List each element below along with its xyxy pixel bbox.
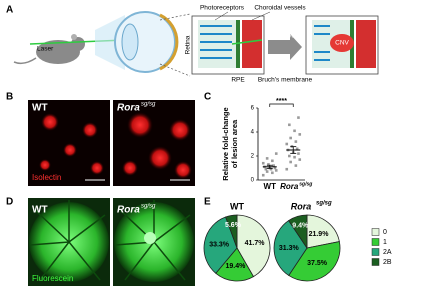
slice-label: 9.4% (292, 223, 309, 230)
y-tick-label: 2 (251, 154, 255, 160)
slice-label: 19.4% (225, 263, 246, 270)
panel-label: E (204, 197, 211, 208)
pie-title: Rora (291, 201, 312, 211)
bruchs-label: Bruch's membrane (258, 77, 313, 84)
data-point (264, 167, 268, 171)
laser-label: Laser (37, 46, 54, 53)
pie-slice (215, 247, 254, 282)
legend-label: 2A (383, 249, 392, 256)
data-point (261, 161, 265, 165)
data-point (267, 163, 270, 166)
image-label: Rora (117, 103, 140, 114)
y-tick-label: 0 (251, 178, 255, 184)
pie-slice (306, 214, 340, 249)
data-point (294, 140, 298, 143)
data-point (289, 136, 292, 140)
image-label: WT (32, 103, 48, 114)
pie-slice (288, 214, 308, 250)
panel-label: D (6, 197, 13, 208)
significance-label: **** (276, 98, 287, 105)
legend-label: 0 (383, 229, 387, 236)
pie-slice (203, 216, 238, 274)
pie-title-sup: sg/sg (316, 201, 332, 207)
cnv-label: CNV (335, 40, 349, 47)
x-tick-label-sup: sg/sg (299, 181, 312, 187)
data-point (272, 164, 275, 167)
x-tick-label: Rora (280, 182, 299, 191)
slice-label: 21.9% (309, 231, 330, 238)
rpe-label: RPE (231, 77, 245, 84)
image-label: Rora (117, 205, 140, 216)
photoreceptors-label: Photoreceptors (200, 5, 245, 12)
pie-slice (273, 220, 308, 277)
data-point (285, 142, 289, 146)
fluorescein-images (28, 198, 195, 286)
data-point (294, 164, 298, 167)
panel-label: A (6, 5, 13, 16)
data-point (274, 152, 278, 155)
legend-swatch (371, 228, 380, 236)
legend-swatch (371, 258, 380, 266)
legend-swatch (371, 238, 380, 246)
slice-label: 33.3% (209, 242, 230, 249)
stain-label: Fluorescein (32, 274, 73, 283)
data-point (297, 152, 300, 155)
time-label: 7 days (275, 33, 295, 40)
data-point (261, 173, 265, 177)
data-point (265, 170, 269, 173)
image-label-sup: sg/sg (141, 204, 156, 210)
pie-slice (236, 214, 271, 278)
x-tick-label: WT (264, 182, 277, 191)
slice-label: 41.7% (245, 240, 266, 247)
data-point (271, 159, 274, 163)
data-point (288, 123, 291, 127)
slice-label: 5.6% (225, 222, 242, 229)
data-point (298, 158, 302, 161)
pie-slice (288, 241, 341, 282)
data-point (297, 116, 300, 119)
significance-bracket (269, 103, 294, 107)
data-point (293, 155, 296, 159)
y-axis-label: Relative fold-change (221, 107, 230, 180)
data-point (293, 129, 296, 133)
panel-a-illustration (13, 11, 379, 77)
data-point (265, 157, 269, 160)
data-point (274, 169, 278, 172)
legend-label: 1 (383, 239, 387, 246)
data-point (288, 154, 291, 158)
choroid-label: Choroidal vessels (254, 5, 306, 12)
panel-label: C (204, 92, 211, 103)
slice-label: 31.3% (279, 245, 300, 252)
legend-label: 2B (383, 259, 392, 266)
data-point (289, 160, 292, 164)
y-tick-label: 6 (251, 106, 255, 112)
image-label-sup: sg/sg (141, 102, 156, 108)
data-point (285, 167, 289, 171)
data-point (271, 171, 274, 175)
stain-label: Isolectin (32, 173, 61, 182)
slice-label: 37.5% (307, 260, 328, 267)
panel-label: B (6, 92, 13, 103)
retina-label: Retina (185, 35, 192, 54)
y-tick-label: 4 (251, 130, 255, 136)
data-point (273, 166, 277, 170)
legend-swatch (371, 248, 380, 256)
isolectin-images (28, 100, 195, 186)
pie-slice (225, 214, 238, 249)
data-point (298, 133, 302, 136)
pie-title: WT (230, 201, 244, 211)
image-label: WT (32, 205, 48, 216)
data-point (295, 147, 299, 151)
y-axis-label: of lesion area (230, 119, 239, 168)
